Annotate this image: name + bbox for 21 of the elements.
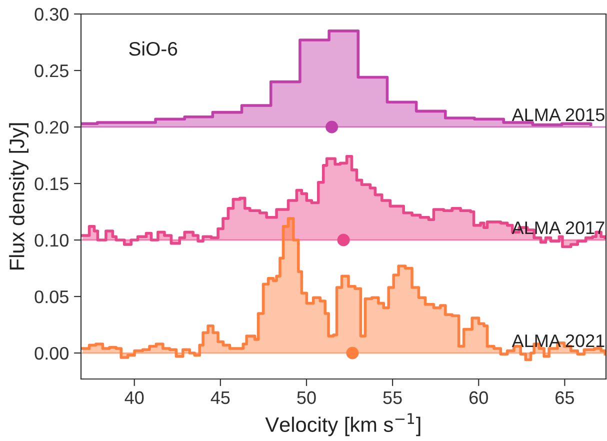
y-axis-title: Flux density [Jy]	[9, 123, 28, 270]
x-axis-title: Velocity [km s$^{−1}$]	[265, 413, 420, 436]
y-tick-label: 0.10	[34, 234, 68, 247]
series-label: ALMA 2015	[512, 108, 604, 122]
x-tick-label: 40	[124, 391, 144, 404]
point	[326, 120, 338, 134]
annotation: SiO-6	[129, 41, 178, 56]
x-tick-label: 65	[556, 391, 574, 404]
y-tick-label: 0.05	[34, 290, 68, 304]
series-label: ALMA 2021	[512, 334, 604, 348]
point	[346, 346, 359, 360]
x-tick-label: 55	[383, 391, 402, 404]
y-tick-label: 0.15	[34, 177, 68, 190]
y-tick-label: 0.25	[34, 64, 68, 78]
x-tick-label: 60	[470, 391, 488, 404]
x-tick-label: 45	[210, 391, 230, 404]
y-tick-label: 0.20	[34, 120, 68, 134]
y-tick-label: 0.30	[34, 8, 68, 21]
y-tick-label: 0.00	[34, 346, 68, 360]
point	[337, 234, 350, 246]
x-tick-label: 50	[297, 391, 316, 404]
